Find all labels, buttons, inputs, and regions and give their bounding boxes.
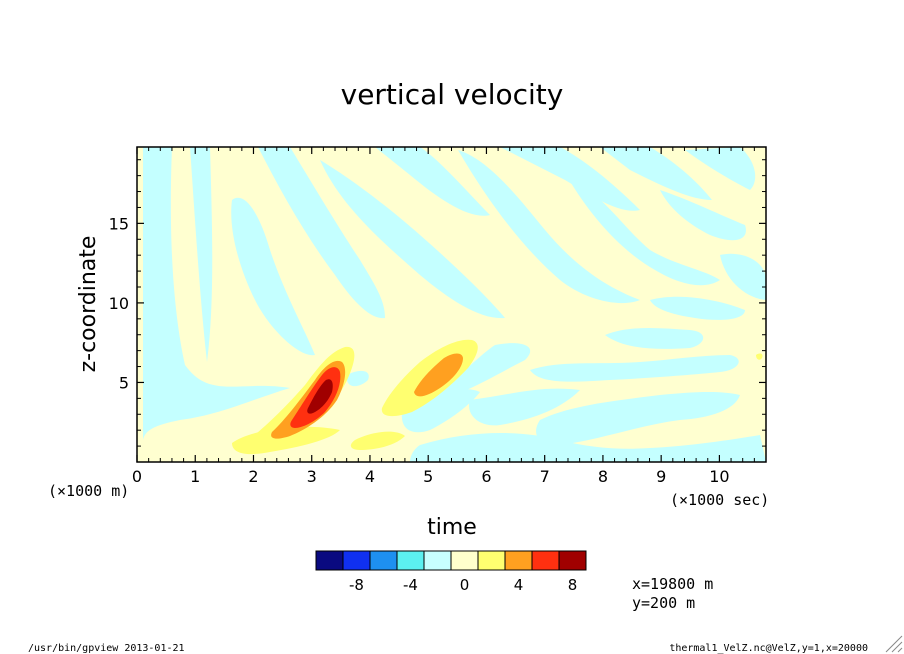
x-tick-label: 6 <box>481 467 491 486</box>
x-tick-label: 4 <box>365 467 375 486</box>
neg-region-left-column <box>143 147 290 440</box>
neg-region-lower-band-3 <box>536 391 740 446</box>
x-tick-label: 10 <box>709 467 729 486</box>
colorbar-tick-labels: -8 -4 0 4 8 <box>349 576 577 594</box>
colorbar-swatch <box>315 550 344 571</box>
colorbar-swatch <box>504 550 533 571</box>
x-tick-label: 1 <box>190 467 200 486</box>
x-axis: 0 1 2 3 4 5 6 7 8 9 10 <box>132 147 767 486</box>
neg-region-small-patch <box>346 370 369 387</box>
neg-region-upper-band-9 <box>660 190 746 241</box>
x-tick-label: 2 <box>248 467 258 486</box>
neg-region-vertical-stripe <box>190 147 213 362</box>
colorbar-tick-label: 4 <box>514 576 524 594</box>
footer-left: /usr/bin/gpview 2013-01-21 <box>28 643 185 654</box>
x-tick-label: 8 <box>598 467 608 486</box>
colorbar-tick-label: 0 <box>460 576 470 594</box>
neg-region-bottom-strip <box>410 433 766 462</box>
annotation-y: y=200 m <box>632 594 695 612</box>
neg-region-upper-band-8 <box>600 147 712 200</box>
y-tick-label: 5 <box>119 373 129 392</box>
colorbar-swatch <box>477 550 506 571</box>
colorbar <box>315 550 587 571</box>
annotation-x: x=19800 m <box>632 575 713 593</box>
x-tick-label: 3 <box>307 467 317 486</box>
neg-region-mid-band-2 <box>530 355 739 382</box>
x-unit-note: (×1000 sec) <box>670 491 769 509</box>
y-unit-note: (×1000 m) <box>48 482 129 500</box>
neg-region-upper-band-1 <box>231 197 315 356</box>
pos-region-right-dot <box>756 353 763 360</box>
x-tick-label: 9 <box>656 467 666 486</box>
colorbar-swatch <box>369 550 398 571</box>
x-tick-label: 5 <box>423 467 433 486</box>
footer-right: thermal1_VelZ.nc@VelZ,y=1,x=20000 <box>669 643 868 654</box>
neg-region-upper-band-10 <box>685 147 756 190</box>
resize-grip-icon[interactable] <box>885 635 903 653</box>
colorbar-tick-label: -4 <box>403 576 418 594</box>
neg-region-mid-band-1 <box>437 343 531 397</box>
colorbar-swatch <box>423 550 452 571</box>
pos-region-lower-patch <box>350 431 405 450</box>
plot-area <box>137 147 766 462</box>
y-tick-label: 10 <box>109 294 129 313</box>
negative-regions <box>143 147 766 462</box>
y-tick-label: 15 <box>109 214 129 233</box>
x-tick-label: 7 <box>540 467 550 486</box>
x-tick-label: 0 <box>132 467 142 486</box>
colorbar-tick-label: 8 <box>568 576 578 594</box>
pos-region-second-orange <box>414 353 463 397</box>
colorbar-swatch <box>342 550 371 571</box>
y-axis: 5 10 15 <box>109 159 766 447</box>
neg-region-upper-band-5 <box>458 150 640 304</box>
colorbar-swatch <box>450 550 479 571</box>
pos-region-main-darkred <box>307 379 333 414</box>
neg-region-lower-band-2 <box>469 388 580 426</box>
colorbar-swatch <box>396 550 425 571</box>
colorbar-tick-label: -8 <box>349 576 364 594</box>
neg-region-upper-band-7 <box>568 178 720 286</box>
chart-title: vertical velocity <box>341 78 564 111</box>
colorbar-swatch <box>531 550 560 571</box>
neg-region-mid-band-3 <box>605 327 704 349</box>
x-axis-label: time <box>427 515 477 540</box>
neg-region-right-edge <box>720 253 766 300</box>
colorbar-swatch <box>558 550 587 571</box>
neg-region-upper-band-4 <box>375 147 490 216</box>
neg-region-mid-band-4 <box>650 296 745 320</box>
neg-region-upper-band-2 <box>258 147 385 319</box>
neg-region-upper-band-3 <box>320 160 505 319</box>
positive-regions <box>232 339 763 455</box>
y-axis-label: z-coordinate <box>76 236 101 373</box>
